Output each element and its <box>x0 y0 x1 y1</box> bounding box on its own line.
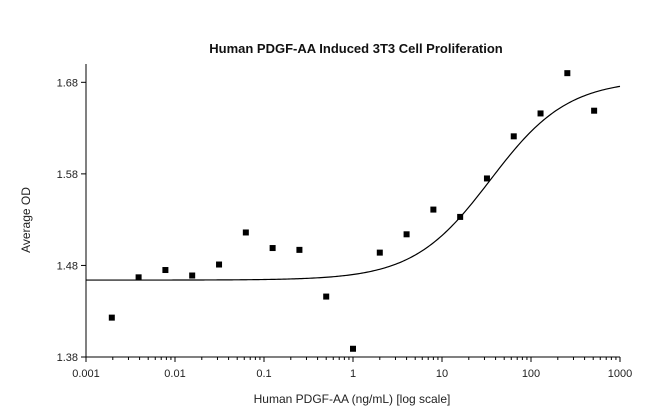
x-tick-label: 0.1 <box>256 368 271 380</box>
data-point <box>457 213 464 220</box>
y-tick-label: 1.38 <box>57 352 78 364</box>
y-axis: 1.38 1.48 1.58 1.68 <box>57 77 86 364</box>
data-point <box>216 261 223 268</box>
chart-title: Human PDGF-AA Induced 3T3 Cell Prolifera… <box>209 41 503 56</box>
fit-curve <box>86 85 621 281</box>
x-tick-label: 100 <box>522 368 540 380</box>
data-point <box>296 246 303 253</box>
x-axis-label: Human PDGF-AA (ng/mL) [log scale] <box>254 392 451 406</box>
data-point <box>376 249 383 256</box>
data-point <box>350 345 356 352</box>
y-tick-label: 1.48 <box>57 260 78 272</box>
data-point <box>537 110 544 117</box>
plot-frame <box>85 64 620 358</box>
data-point <box>323 293 330 300</box>
x-tick-label: 1 <box>350 368 356 380</box>
x-tick-label: 0.001 <box>72 368 100 380</box>
y-axis-label: Average OD <box>19 187 33 253</box>
data-point <box>591 107 598 114</box>
data-point <box>135 274 142 281</box>
x-tick-label: 1000 <box>608 368 632 380</box>
data-point <box>269 245 276 252</box>
data-point <box>162 267 169 274</box>
fit-curve-layer <box>86 85 621 281</box>
data-point <box>430 206 437 213</box>
data-point <box>242 229 249 236</box>
data-point <box>564 70 571 77</box>
y-tick-label: 1.58 <box>57 169 78 181</box>
x-tick-label: 0.01 <box>164 368 185 380</box>
data-point <box>108 314 115 321</box>
data-points <box>108 70 598 352</box>
data-point <box>189 272 196 279</box>
x-tick-label: 10 <box>436 368 448 380</box>
y-tick-label: 1.68 <box>57 77 78 89</box>
data-point <box>510 133 517 140</box>
x-axis: 0.001 0.01 0.1 1 10 100 1000 <box>72 357 632 380</box>
data-point <box>403 231 410 238</box>
data-point <box>483 175 490 182</box>
